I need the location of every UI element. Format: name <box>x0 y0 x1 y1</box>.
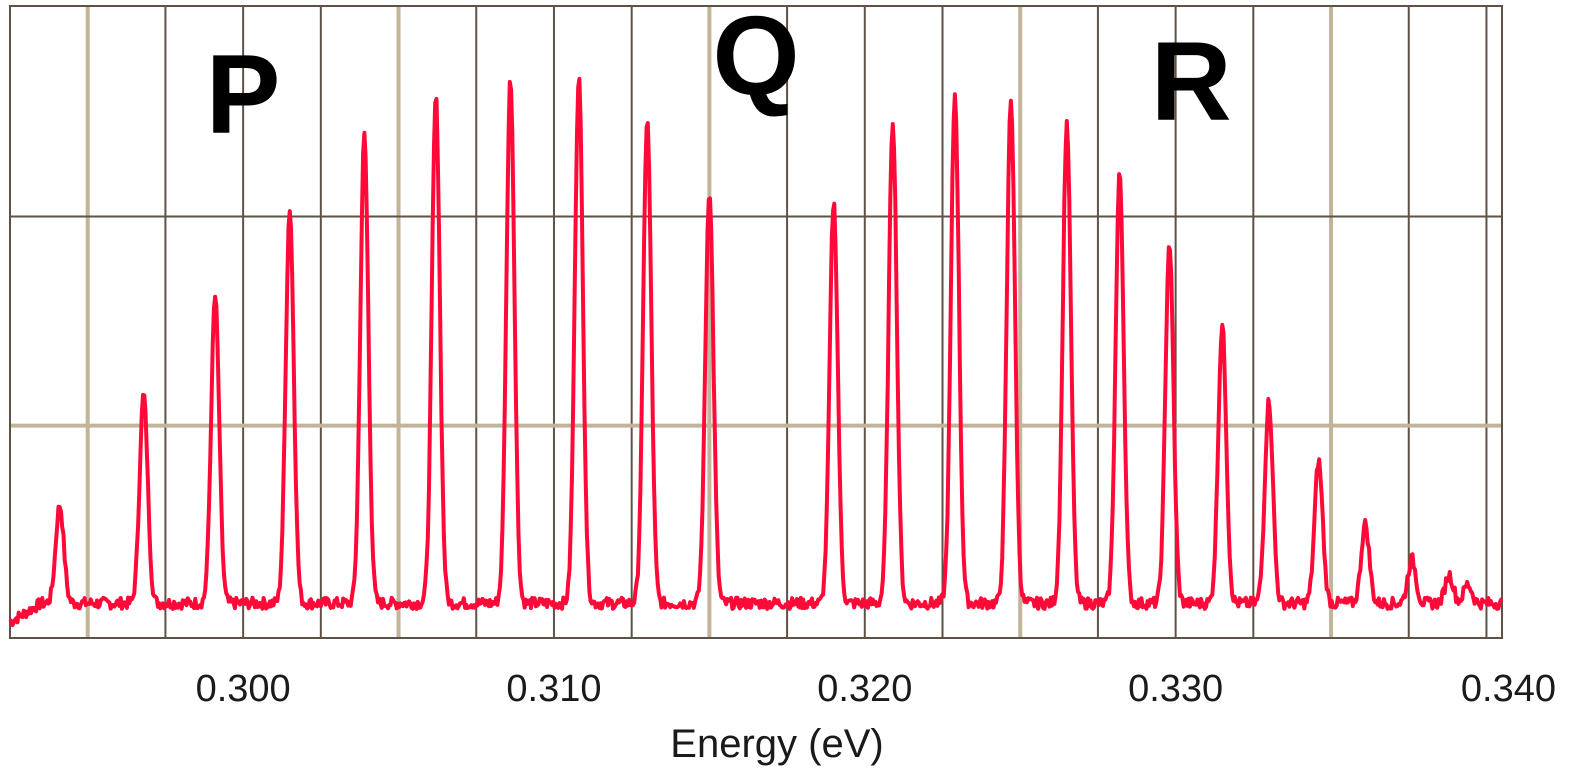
branch-label-p: P <box>206 31 281 156</box>
x-tick-label: 0.310 <box>506 668 601 710</box>
spectrum-line <box>8 76 1504 628</box>
x-tick-label: 0.340 <box>1461 668 1556 710</box>
branch-label-q: Q <box>712 0 799 118</box>
plot-frame <box>9 5 1503 639</box>
x-tick-label: 0.320 <box>817 668 912 710</box>
branch-label-r: R <box>1151 19 1232 144</box>
x-tick-label: 0.330 <box>1128 668 1223 710</box>
x-tick-label: 0.300 <box>196 668 291 710</box>
x-axis-title: Energy (eV) <box>670 722 883 766</box>
x-axis-ticks: 0.300 0.310 0.320 0.330 0.340 <box>196 668 1556 710</box>
plot-area <box>8 76 1504 628</box>
branch-annotations: P Q R <box>206 0 1232 156</box>
